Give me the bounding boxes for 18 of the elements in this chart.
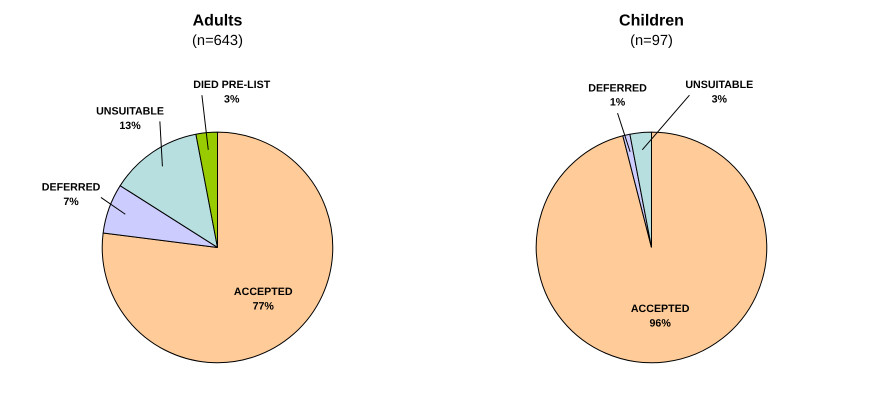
chart-subtitle: (n=643) [192, 33, 243, 50]
data-label: 7% [63, 196, 80, 208]
chart-subtitle: (n=97) [630, 33, 673, 50]
data-label: 96% [650, 317, 672, 330]
slice-label: DIED PRE-LIST [193, 79, 271, 92]
slice-label: UNSUITABLE [96, 105, 164, 118]
data-label: 3% [224, 94, 240, 106]
chart-title: Adults [192, 12, 242, 30]
chart-title: Children [619, 12, 684, 30]
data-label: 77% [252, 300, 274, 313]
slice-label: ACCEPTED [630, 302, 690, 315]
slice-label: DEFERRED [588, 82, 648, 94]
data-label: 3% [712, 94, 728, 106]
data-label: 13% [119, 120, 142, 132]
slice-label: DEFERRED [42, 182, 101, 194]
slice-label: UNSUITABLE [685, 79, 754, 92]
data-label: 1% [610, 96, 626, 109]
slice-label: ACCEPTED [234, 286, 293, 298]
